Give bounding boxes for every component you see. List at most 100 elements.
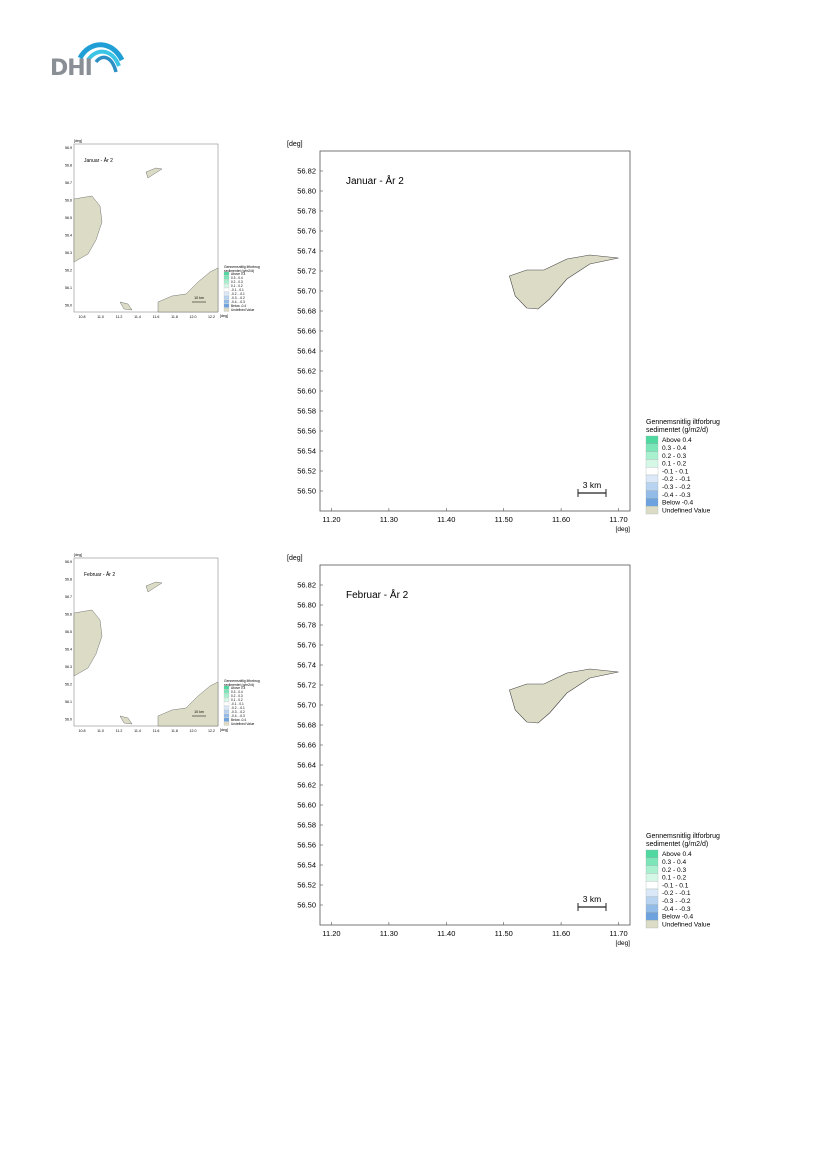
- overview-thumbnail: Januar - År 2 56.9 56.8 56.7 56.6 56.5 56.4 56.…: [65, 139, 260, 319]
- y-tick-label: 56.74: [297, 661, 316, 670]
- y-tick-label: 56.80: [297, 601, 316, 610]
- thumb-legend-label: Undefined Value: [231, 722, 255, 726]
- island-shape: [509, 254, 619, 310]
- thumb-title: Februar - År 2: [84, 571, 115, 578]
- thumb-legend-title: sedimentet (g/m2/d): [224, 683, 254, 687]
- thumb-y-tick-label: 56.2: [65, 683, 72, 687]
- map-panel-january: Januar - År 2 56.9 56.8 56.7 56.6 56.5 56.4 56.…: [0, 136, 827, 546]
- legend-title: sedimentet (g/m2/d): [646, 427, 708, 434]
- land-islet: [119, 301, 133, 311]
- thumb-unit-label: [deg]: [74, 139, 82, 143]
- legend-swatch: [645, 912, 659, 921]
- thumb-legend-label: 0.1 - 0.2: [231, 698, 243, 702]
- thumb-legend-swatch: [223, 693, 230, 698]
- thumb-legend-label: Above 0.4: [231, 686, 246, 690]
- legend-swatch: [645, 888, 659, 897]
- dhi-logo: DHI: [50, 38, 128, 82]
- y-tick-label: 56.70: [297, 287, 316, 296]
- island-shape: [509, 668, 619, 724]
- scale-bar-label: 3 km: [583, 480, 601, 490]
- y-tick-label: 56.80: [297, 187, 316, 196]
- thumb-legend-title: sedimentet (g/m2/d): [224, 269, 254, 273]
- thumb-scale-label: 10 km: [194, 710, 204, 714]
- thumb-x-tick-label: 11.8: [171, 315, 178, 319]
- y-tick-label: 56.52: [297, 467, 316, 476]
- legend-swatch: [645, 498, 659, 507]
- thumb-legend-swatch: [223, 713, 230, 718]
- thumb-y-tick-label: 56.6: [65, 613, 72, 617]
- legend-swatch: [645, 506, 659, 515]
- x-tick-label: 11.40: [437, 515, 455, 524]
- y-tick-label: 56.60: [297, 387, 316, 396]
- thumb-unit-label-x: [deg]: [220, 314, 228, 318]
- legend-label: -0.2 - -0.1: [662, 890, 691, 897]
- thumb-x-tick-label: 12.2: [208, 729, 215, 733]
- thumb-y-tick-label: 56.0: [65, 304, 72, 308]
- thumb-y-tick-label: 56.7: [65, 595, 72, 599]
- thumb-legend-label: -0.4 - -0.3: [231, 300, 245, 304]
- thumb-legend-label: 0.3 - 0.4: [231, 276, 243, 280]
- land-south-east: [157, 681, 219, 727]
- legend-swatch: [645, 459, 659, 468]
- y-tick-label: 56.60: [297, 801, 316, 810]
- thumb-x-tick-label: 12.0: [190, 315, 197, 319]
- y-tick-label: 56.66: [297, 327, 316, 336]
- dhi-wave-logo: [77, 42, 125, 73]
- x-tick-label: 11.30: [380, 929, 398, 938]
- thumb-legend-label: 0.1 - 0.2: [231, 284, 243, 288]
- legend-label: -0.3 - -0.2: [662, 484, 691, 491]
- x-tick-label: 11.50: [495, 515, 513, 524]
- x-tick-label: 11.60: [552, 515, 570, 524]
- thumb-x-tick-label: 11.6: [153, 729, 160, 733]
- map-frame: [319, 564, 631, 926]
- legend-label: 0.2 - 0.3: [662, 867, 687, 874]
- legend-label: 0.2 - 0.3: [662, 453, 687, 460]
- y-tick-label: 56.78: [297, 621, 316, 630]
- land-islet: [119, 715, 133, 725]
- legend-swatch: [645, 904, 659, 913]
- detail-map: [deg] 56.82 56.80 56.78 56.76 56.74 56.72 56.70…: [287, 141, 631, 533]
- thumb-y-tick-label: 56.9: [65, 560, 72, 564]
- thumb-x-tick-label: 11.0: [97, 729, 104, 733]
- thumb-unit-label: [deg]: [74, 553, 82, 557]
- y-tick-label: 56.54: [297, 447, 316, 456]
- thumb-x-tick-label: 11.0: [97, 315, 104, 319]
- legend-label: -0.4 - -0.3: [662, 906, 691, 913]
- y-tick-label: 56.58: [297, 821, 316, 830]
- x-tick-label: 11.70: [609, 929, 627, 938]
- thumb-y-tick-label: 56.5: [65, 216, 72, 220]
- y-tick-label: 56.78: [297, 207, 316, 216]
- x-unit-label: [deg]: [616, 526, 631, 533]
- y-tick-label: 56.62: [297, 781, 316, 790]
- thumb-legend-label: -0.2 - -0.1: [231, 292, 245, 296]
- y-tick-label: 56.74: [297, 247, 316, 256]
- x-tick-label: 11.60: [552, 929, 570, 938]
- thumb-y-tick-label: 56.0: [65, 718, 72, 722]
- legend-swatch: [645, 435, 659, 444]
- thumb-legend-swatch: [223, 303, 230, 308]
- brand-name: DHI: [50, 56, 93, 81]
- thumb-x-tick-label: 11.8: [171, 729, 178, 733]
- thumb-x-tick-label: 10.8: [79, 315, 86, 319]
- y-tick-label: 56.82: [297, 581, 316, 590]
- y-tick-label: 56.76: [297, 641, 316, 650]
- thumb-y-tick-label: 56.4: [65, 648, 72, 652]
- map-panel-february: Februar - År 2 56.9 56.8 56.7 56.6 56.5 56.4 56…: [0, 550, 827, 960]
- x-tick-label: 11.70: [609, 515, 627, 524]
- thumb-y-tick-label: 56.8: [65, 578, 72, 582]
- thumb-legend-swatch: [223, 685, 230, 690]
- legend-swatch: [645, 857, 659, 866]
- thumb-unit-label-x: [deg]: [220, 728, 228, 732]
- land-island: [145, 167, 163, 179]
- thumb-legend-swatch: [223, 705, 230, 710]
- legend-swatch: [645, 467, 659, 476]
- land-island: [145, 581, 163, 593]
- thumb-y-tick-label: 56.5: [65, 630, 72, 634]
- map-title: Februar - År 2: [346, 588, 409, 601]
- y-tick-label: 56.72: [297, 267, 316, 276]
- legend-swatch: [645, 881, 659, 890]
- legend-label: -0.1 - 0.1: [662, 882, 689, 889]
- legend-label: 0.3 - 0.4: [662, 445, 687, 452]
- thumb-legend-swatch: [223, 689, 230, 694]
- legend-swatch: [645, 920, 659, 929]
